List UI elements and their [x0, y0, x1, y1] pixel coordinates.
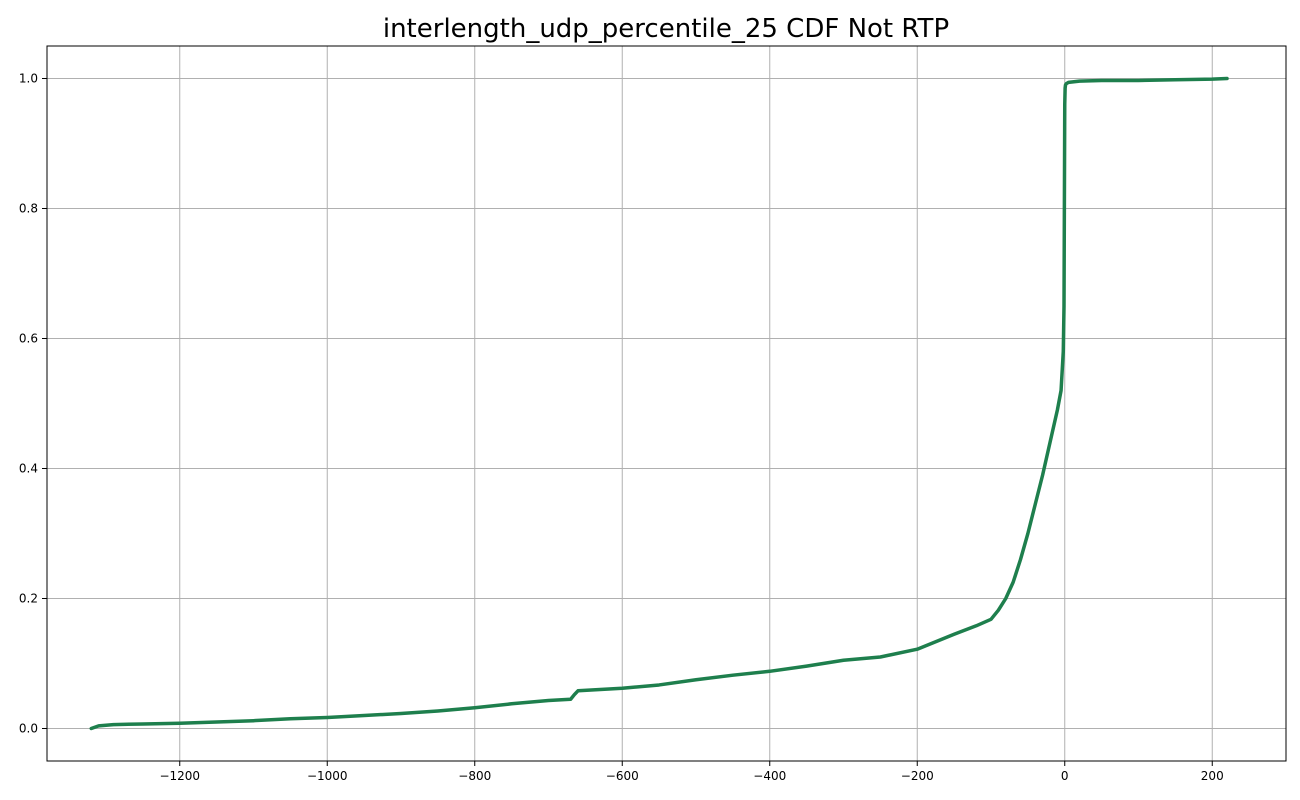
- grid: [47, 46, 1286, 761]
- x-tick-label: −600: [606, 769, 639, 783]
- y-tick-label: 0.2: [19, 592, 38, 606]
- x-tick-label: −800: [458, 769, 491, 783]
- x-tick-label: 0: [1061, 769, 1069, 783]
- x-tick-label: −1200: [159, 769, 200, 783]
- chart-title: interlength_udp_percentile_25 CDF Not RT…: [383, 14, 949, 44]
- series-layer: [89, 76, 1229, 731]
- plot-area-frame: [46, 45, 1287, 762]
- y-tick-label: 0.0: [19, 722, 38, 736]
- ticks: −1200 −1000 −800 −600 −400 −200 0 200 0.0 0.2 0.4 0…: [19, 72, 1224, 784]
- y-tick-label: 0.8: [19, 202, 38, 216]
- x-tick-label: 200: [1201, 769, 1224, 783]
- y-tick-label: 0.4: [19, 462, 38, 476]
- x-tick-label: −200: [901, 769, 934, 783]
- x-tick-label: −400: [753, 769, 786, 783]
- y-tick-label: 1.0: [19, 72, 38, 86]
- y-tick-label: 0.6: [19, 332, 38, 346]
- x-tick-label: −1000: [307, 769, 348, 783]
- cdf-series-line: [89, 76, 1229, 731]
